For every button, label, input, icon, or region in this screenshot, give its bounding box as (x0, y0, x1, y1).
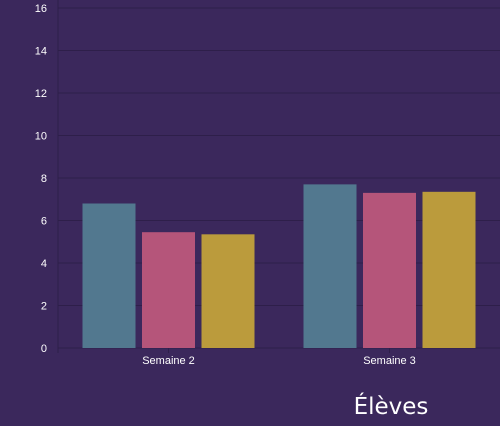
bar-1-series-3 (201, 234, 255, 348)
bar-2-series-3 (422, 191, 476, 348)
x-axis-ticks: Semaine 2 Semaine 3 (142, 348, 416, 367)
y-tick-label-8: 16 (35, 3, 47, 15)
y-tick-label-7: 14 (35, 46, 47, 58)
bar-1-series-1 (82, 203, 136, 348)
y-tick-label-2: 4 (41, 258, 47, 270)
chart-title: Élèves (354, 392, 429, 420)
y-tick-label-1: 2 (41, 301, 47, 313)
y-tick-label-4: 8 (41, 173, 47, 185)
x-tick-label-2: Semaine 3 (363, 355, 416, 367)
y-tick-label-0: 0 (41, 343, 47, 355)
y-axis-ticks: 0 2 4 6 8 10 12 14 16 (35, 3, 47, 355)
bar-1-series-2 (142, 232, 195, 348)
y-tick-label-5: 10 (35, 131, 47, 143)
bars (82, 184, 476, 348)
bar-2-series-2 (363, 192, 416, 348)
x-tick-label-1: Semaine 2 (142, 355, 195, 367)
y-tick-label-6: 12 (35, 88, 47, 100)
y-tick-label-3: 6 (41, 216, 47, 228)
bar-2-series-1 (303, 184, 357, 348)
